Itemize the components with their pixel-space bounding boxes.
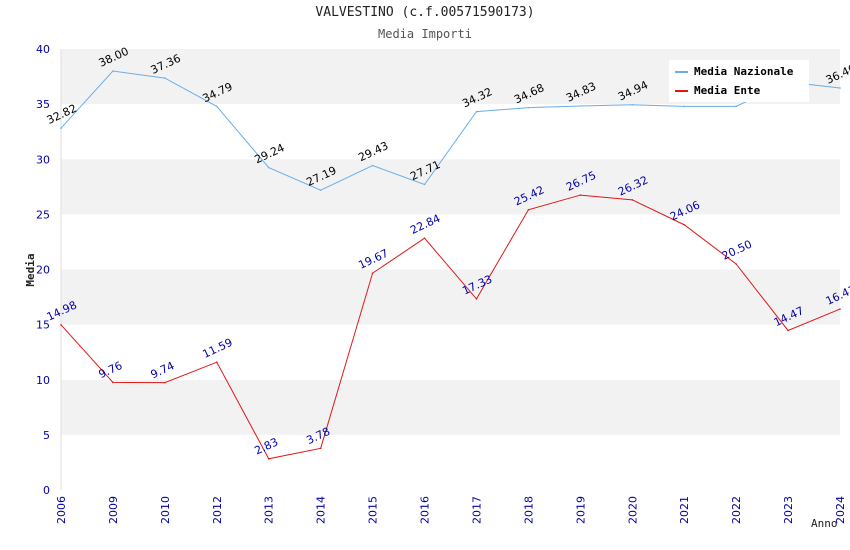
chart-title: VALVESTINO (c.f.00571590173) [315, 5, 535, 20]
data-point-nazionale [475, 110, 478, 113]
legend-box [669, 60, 809, 102]
data-point-ente [787, 329, 789, 332]
x-tick-label: 2021 [678, 496, 691, 524]
data-point-ente [527, 208, 530, 211]
legend-label-ente: Media Ente [694, 84, 761, 97]
y-tick-label: 25 [36, 208, 50, 221]
data-point-nazionale [839, 87, 841, 89]
grid-band [61, 159, 840, 215]
data-point-nazionale [631, 103, 634, 106]
x-tick-label: 2016 [419, 496, 432, 524]
data-point-ente [267, 457, 270, 460]
y-tick-label: 10 [36, 374, 50, 387]
x-tick-label: 2017 [470, 496, 483, 524]
data-point-ente [683, 223, 685, 226]
data-point-ente [112, 381, 114, 384]
data-point-nazionale [319, 189, 322, 192]
grid-band [61, 214, 840, 270]
data-point-ente [475, 298, 478, 300]
x-tick-label: 2023 [782, 496, 795, 524]
data-point-ente [216, 361, 218, 364]
chart-subtitle: Media Importi [378, 27, 472, 41]
grid-band [61, 104, 840, 160]
series-line-nazionale [60, 70, 841, 191]
data-point-ente [371, 272, 374, 274]
y-tick-label: 15 [36, 319, 50, 332]
series-line-ente [60, 194, 841, 460]
x-tick-label: 2024 [834, 496, 847, 524]
y-tick-label: 0 [43, 484, 50, 497]
y-tick-label: 5 [43, 429, 50, 442]
data-point-nazionale [267, 166, 270, 169]
x-tick-label: 2010 [159, 496, 172, 524]
data-point-nazionale [579, 105, 582, 107]
data-point-ente [423, 237, 426, 239]
data-point-ente [60, 324, 62, 326]
x-tick-label: 2018 [522, 496, 535, 524]
x-tick-label: 2022 [730, 496, 743, 524]
y-axis-title: Media [24, 253, 37, 286]
x-tick-label: 2015 [367, 496, 380, 524]
grid-band [61, 324, 840, 380]
grid-band [61, 269, 840, 325]
data-point-ente [631, 199, 634, 201]
data-point-nazionale [60, 127, 62, 129]
x-tick-label: 2012 [211, 496, 224, 524]
x-tick-label: 2014 [315, 496, 328, 524]
y-tick-label: 40 [36, 43, 50, 56]
x-tick-label: 2006 [55, 496, 68, 524]
data-point-nazionale [735, 105, 737, 108]
data-point-ente [164, 381, 166, 384]
data-point-nazionale [112, 70, 114, 72]
x-axis-title: Anno [811, 517, 838, 530]
data-point-nazionale [527, 106, 530, 109]
y-tick-label: 30 [36, 153, 50, 166]
x-tick-label: 2020 [626, 496, 639, 524]
y-tick-label: 35 [36, 98, 50, 111]
y-tick-label: 20 [36, 264, 50, 277]
data-point-ente [579, 194, 582, 196]
data-point-nazionale [216, 105, 218, 108]
legend-label-nazionale: Media Nazionale [694, 65, 794, 78]
data-point-ente [319, 447, 322, 450]
grid-band [61, 379, 840, 435]
data-point-nazionale [164, 77, 166, 79]
data-point-ente [839, 308, 841, 310]
data-point-nazionale [371, 164, 374, 167]
x-tick-label: 2019 [574, 496, 587, 524]
x-tick-label: 2013 [263, 496, 276, 524]
data-point-nazionale [683, 105, 685, 108]
grid-band [61, 434, 840, 490]
data-point-nazionale [423, 183, 426, 186]
data-point-ente [735, 263, 737, 265]
x-tick-label: 2009 [107, 496, 120, 524]
